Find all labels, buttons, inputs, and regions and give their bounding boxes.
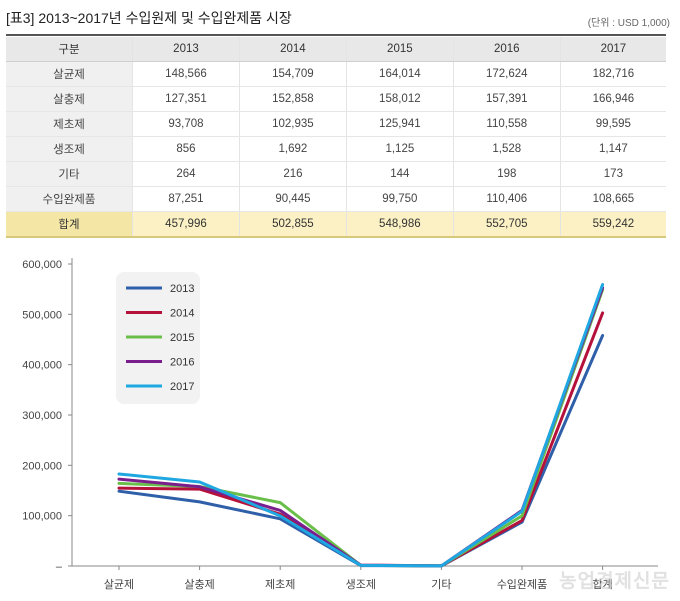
x-tick-label: 제초제 [265,578,295,591]
table-cell: 90,445 [238,186,347,212]
table-title: [표3] 2013~2017년 수입원제 및 수입완제품 시장 [6,10,292,26]
total-label: 합계 [6,211,133,238]
table-cell: 216 [238,161,347,187]
table-cell: 158,012 [345,86,454,112]
y-tick-label: 500,000 [22,309,62,321]
table-cell: 93,708 [132,111,240,137]
row-label: 살충제 [6,86,133,112]
y-tick-label: 100,000 [22,511,62,523]
table-cell: 182,716 [559,61,666,87]
table-row: 살균제 148,566 154,709 164,014 172,624 182,… [6,61,666,87]
x-tick-label: 살균제 [104,578,134,591]
column-header: 2014 [238,37,347,62]
legend-label-2014: 2014 [170,308,194,320]
column-header: 2017 [559,37,666,62]
column-header: 2016 [452,37,561,62]
series-line-2017 [117,283,605,568]
y-tick-label: 600,000 [22,259,62,271]
title-row: [표3] 2013~2017년 수입원제 및 수입완제품 시장 (단위 : US… [6,6,674,29]
row-label: 생조제 [6,136,133,162]
table-cell: 102,935 [238,111,347,137]
table-cell: 99,750 [345,186,454,212]
y-tick-label: 200,000 [22,460,62,472]
table-cell: 148,566 [132,61,240,87]
row-label: 기타 [6,161,133,187]
x-tick-label: 합계 [592,578,612,591]
total-cell: 548,986 [345,211,454,238]
table-cell: 264 [132,161,240,187]
title-divider [6,34,666,36]
table-row: 기타 264 216 144 198 173 [6,161,666,187]
table-row: 살충제 127,351 152,858 158,012 157,391 166,… [6,86,666,112]
table-cell: 87,251 [132,186,240,212]
row-label: 수입완제품 [6,186,133,212]
unit-note: (단위 : USD 1,000) [587,18,670,29]
x-tick-label: 기타 [431,578,451,591]
row-label: 제초제 [6,111,133,137]
table-cell: 144 [345,161,454,187]
legend-label-2017: 2017 [170,381,194,393]
legend-label-2013: 2013 [170,283,194,295]
table-cell: 154,709 [238,61,347,87]
table-cell: 152,858 [238,86,347,112]
table-cell: 166,946 [559,86,666,112]
table-cell: 1,528 [452,136,561,162]
table-row: 생조제 856 1,692 1,125 1,528 1,147 [6,136,666,162]
table-cell: 1,125 [345,136,454,162]
line-chart: – 100,000 200,000 300,000 400,000 500,000 600,… [22,258,658,591]
table-cell: 157,391 [452,86,561,112]
y-tick-label: 300,000 [22,410,62,422]
x-tick-label: 생조제 [346,578,376,591]
column-header: 2013 [132,37,240,62]
table-cell: 1,147 [559,136,666,162]
table-cell: 856 [132,136,240,162]
table-cell: 198 [452,161,561,187]
total-cell: 457,996 [132,211,240,238]
total-cell: 502,855 [238,211,347,238]
total-cell: 552,705 [452,211,561,238]
table-cell: 127,351 [132,86,240,112]
table-row: 제초제 93,708 102,935 125,941 110,558 99,59… [6,111,666,137]
table-header-row: 구분 2013 2014 2015 2016 2017 [6,37,666,62]
table-cell: 125,941 [345,111,454,137]
legend-label-2016: 2016 [170,357,194,369]
market-table: 구분 2013 2014 2015 2016 2017 살균제 148,566 … [6,37,666,238]
x-tick-label: 살충제 [184,578,214,591]
table-total-row: 합계 457,996 502,855 548,986 552,705 559,2… [6,211,666,238]
y-tick-label: 400,000 [22,360,62,372]
table-cell: 164,014 [345,61,454,87]
column-header: 2015 [345,37,454,62]
table-cell: 110,406 [452,186,561,212]
watermark: 농업경제신문 [559,571,670,592]
table-cell: 110,558 [452,111,561,137]
table-cell: 1,692 [238,136,347,162]
table-cell: 99,595 [559,111,666,137]
legend-label-2015: 2015 [170,332,194,344]
y-tick-label: – [56,561,63,573]
row-label: 살균제 [6,61,133,87]
table-cell: 108,665 [559,186,666,212]
table-row: 수입완제품 87,251 90,445 99,750 110,406 108,6… [6,186,666,212]
table-cell: 172,624 [452,61,561,87]
column-header: 구분 [6,37,133,62]
table-cell: 173 [559,161,666,187]
total-cell: 559,242 [559,211,666,238]
x-tick-label: 수입완제품 [497,578,548,591]
